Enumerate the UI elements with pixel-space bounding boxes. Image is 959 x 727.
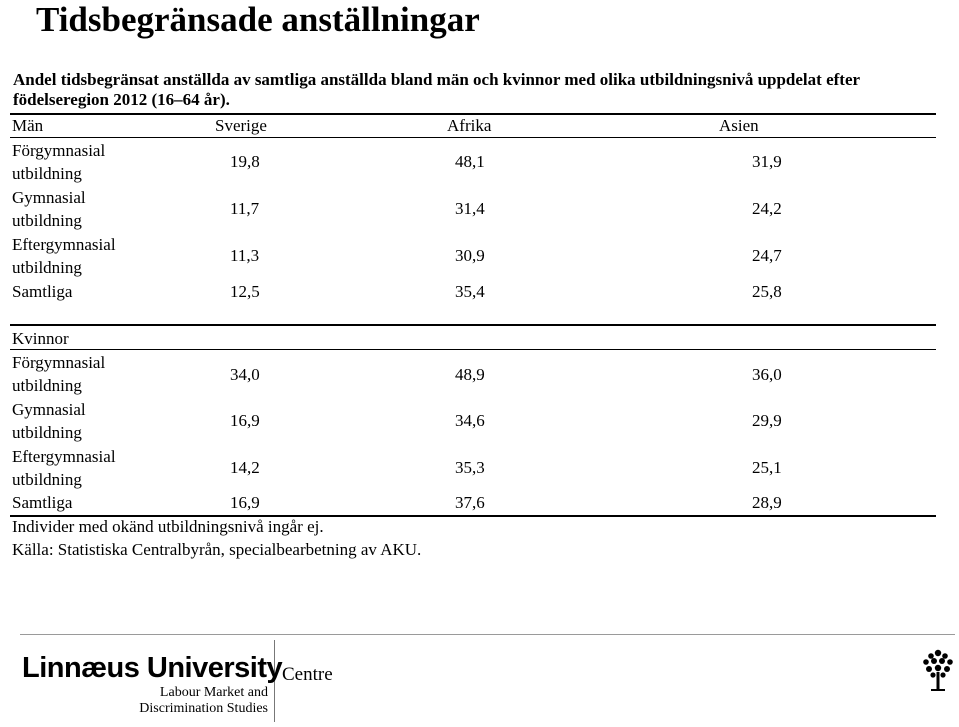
row-label-line: utbildning [12, 164, 82, 183]
table-cell: 29,9 [752, 411, 782, 430]
table-cell: 48,1 [455, 152, 485, 171]
table-cell: 28,9 [752, 493, 782, 512]
total-row-label: Samtliga [12, 282, 73, 301]
table-row-label: Gymnasial utbildning [12, 398, 86, 444]
table-cell: 36,0 [752, 365, 782, 384]
table-row-label: Förgymnasial utbildning [12, 351, 105, 397]
total-row-label: Samtliga [12, 493, 73, 512]
table-cell: 24,7 [752, 246, 782, 265]
table-cell: 11,7 [230, 199, 260, 218]
table-caption: Andel tidsbegränsat anställda av samtlig… [13, 70, 860, 109]
table-top-rule [10, 113, 936, 115]
row-label-line: Eftergymnasial [12, 235, 116, 254]
table-cell: 35,3 [455, 458, 485, 477]
row-label-line: Förgymnasial [12, 141, 106, 160]
footer-divider [20, 634, 955, 635]
table-cell: 35,4 [455, 282, 485, 301]
row-label-line: Förgymnasial [12, 353, 106, 372]
table-bottom-rule [10, 515, 936, 517]
column-header-asien: Asien [719, 116, 759, 135]
header-rule [10, 137, 936, 138]
table-row-label: Gymnasial utbildning [12, 186, 86, 232]
row-label-line: utbildning [12, 470, 82, 489]
table-cell: 31,4 [455, 199, 485, 218]
table-cell: 25,8 [752, 282, 782, 301]
table-cell: 14,2 [230, 458, 260, 477]
row-label-line: Gymnasial [12, 188, 86, 207]
source-note: Källa: Statistiska Centralbyrån, special… [12, 540, 422, 559]
column-header-afrika: Afrika [447, 116, 492, 135]
table-cell: 31,9 [752, 152, 782, 171]
row-label-line: Eftergymnasial [12, 447, 116, 466]
table-cell: 24,2 [752, 199, 782, 218]
table-row-label: Förgymnasial utbildning [12, 139, 105, 185]
table-cell: 34,0 [230, 365, 260, 384]
table-cell: 19,8 [230, 152, 260, 171]
table-cell: 37,6 [455, 493, 485, 512]
university-name: Linnæus University [22, 652, 283, 684]
row-label-line: utbildning [12, 258, 82, 277]
tree-icon [920, 648, 956, 697]
centre-label: Centre [282, 664, 333, 685]
table-row-label: Eftergymnasial utbildning [12, 233, 116, 279]
unit-line: Labour Market and [159, 685, 268, 700]
row-label-line: Gymnasial [12, 400, 86, 419]
row-label-line: utbildning [12, 423, 82, 442]
table-cell: 16,9 [230, 411, 260, 430]
page-title: Tidsbegränsade anställningar [36, 0, 480, 39]
row-label-line: utbildning [12, 211, 82, 230]
table-note: Individer med okänd utbildningsnivå ingå… [12, 517, 324, 536]
row-label-line: utbildning [12, 376, 82, 395]
table-cell: 48,9 [455, 365, 485, 384]
table-cell: 34,6 [455, 411, 485, 430]
table-cell: 11,3 [230, 246, 260, 265]
women-header: Kvinnor [12, 329, 69, 348]
table-cell: 16,9 [230, 493, 260, 512]
table-row-label: Eftergymnasial utbildning [12, 445, 116, 491]
section-rule [10, 324, 936, 326]
table-cell: 25,1 [752, 458, 782, 477]
column-header-sverige: Sverige [215, 116, 267, 135]
table-cell: 30,9 [455, 246, 485, 265]
table-cell: 12,5 [230, 282, 260, 301]
footer-separator [274, 640, 275, 722]
centre-unit-name: Labour Market and Discrimination Studies [136, 685, 268, 717]
men-header: Män [12, 116, 44, 135]
unit-line: Discrimination Studies [139, 701, 268, 716]
women-header-rule [10, 349, 936, 350]
